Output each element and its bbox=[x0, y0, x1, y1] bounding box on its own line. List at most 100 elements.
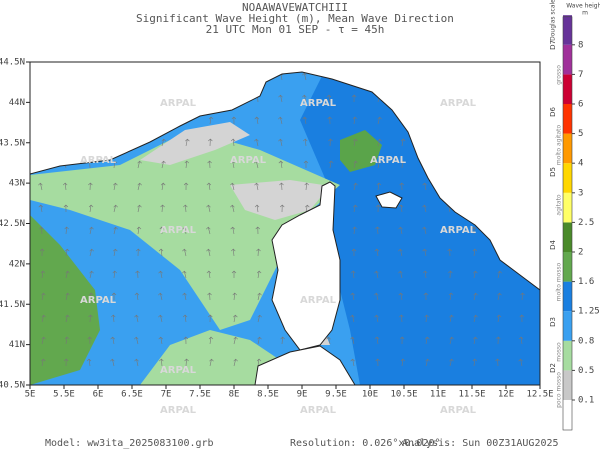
arrow bbox=[39, 248, 45, 257]
arrow bbox=[208, 336, 214, 345]
model: Model: ww3ita_2025083100.grb bbox=[45, 438, 214, 449]
arrow bbox=[88, 182, 93, 191]
arrow bbox=[136, 248, 141, 257]
colorbar: 0.1 0.5 0.8 1.25 1.6 2 2.5 3 4 5 6 7 8 D2 D3 D4 D5 D6 D7 po… bbox=[549, 0, 600, 431]
arrow bbox=[41, 336, 46, 345]
arrow bbox=[134, 358, 139, 367]
title: NOAAWAVEWATCHIII bbox=[242, 1, 348, 14]
resolution: Resolution: 0.026°x0.020° bbox=[290, 438, 441, 449]
colorbar-frame bbox=[562, 16, 573, 431]
arrow bbox=[422, 248, 427, 257]
arrow bbox=[113, 226, 118, 235]
arrow bbox=[41, 292, 46, 301]
arrow bbox=[377, 138, 382, 147]
arrow bbox=[278, 94, 283, 103]
arrow bbox=[471, 226, 477, 235]
arrow bbox=[231, 270, 237, 279]
arrow bbox=[111, 292, 117, 301]
watermark: ARPAL bbox=[300, 98, 337, 109]
sea-state: molto mosso bbox=[556, 262, 563, 301]
colorbar-label: 2.5 bbox=[578, 218, 594, 228]
arrow bbox=[134, 314, 139, 323]
arrow bbox=[110, 358, 115, 367]
arrow bbox=[278, 160, 284, 169]
arrow bbox=[423, 292, 429, 301]
arrow bbox=[158, 336, 163, 345]
colorbar-segment bbox=[563, 252, 572, 282]
arrow bbox=[112, 160, 118, 169]
arrow bbox=[135, 270, 140, 279]
lon-label: 9.5E bbox=[325, 390, 347, 400]
arrow bbox=[422, 182, 427, 191]
arrow bbox=[375, 358, 380, 367]
lat-label: 40.5N bbox=[0, 381, 25, 391]
arrow bbox=[158, 248, 164, 257]
douglas-level: D6 bbox=[549, 107, 557, 117]
colorbar-label: 8 bbox=[578, 40, 583, 50]
arrow bbox=[160, 182, 166, 191]
arrow bbox=[256, 358, 262, 367]
lon-label: 5E bbox=[25, 390, 36, 400]
arrow bbox=[206, 182, 212, 191]
arrow bbox=[350, 336, 355, 345]
arrow bbox=[137, 160, 142, 169]
lon-label: 9E bbox=[297, 390, 308, 400]
lon-label: 11.5E bbox=[458, 390, 485, 400]
arrow bbox=[158, 292, 163, 301]
axes: 5E 5.5E 6E 6.5E 7E 7.5E 8E 8.5E 9E 9.5E 10E 10.5E 11… bbox=[0, 58, 554, 400]
colorbar-segment bbox=[563, 340, 572, 371]
arrow bbox=[206, 226, 211, 235]
arrow bbox=[233, 358, 238, 367]
arrow bbox=[377, 160, 382, 169]
arrow bbox=[280, 336, 285, 345]
arrow bbox=[326, 336, 331, 345]
arrow bbox=[473, 270, 478, 279]
arrow bbox=[399, 314, 404, 323]
arrow bbox=[350, 358, 355, 367]
arrow bbox=[230, 160, 235, 169]
watermark: ARPAL bbox=[160, 98, 197, 109]
lon-label: 6.5E bbox=[121, 390, 143, 400]
arrow bbox=[256, 270, 262, 279]
arrow bbox=[89, 270, 94, 279]
arrow bbox=[374, 248, 380, 257]
watermark: ARPAL bbox=[160, 405, 197, 416]
arrow bbox=[182, 292, 187, 301]
arrow bbox=[256, 248, 261, 257]
arrow bbox=[376, 204, 381, 213]
douglas-level: D5 bbox=[549, 167, 557, 177]
arrow bbox=[65, 314, 70, 323]
arrow bbox=[208, 314, 213, 323]
arrow bbox=[230, 226, 235, 235]
arrow bbox=[160, 204, 165, 213]
arrow bbox=[134, 292, 140, 301]
watermark: ARPAL bbox=[80, 295, 117, 306]
sea-patch bbox=[340, 130, 382, 172]
colorbar-label: 0.5 bbox=[578, 366, 594, 376]
colorbar-unit: m bbox=[582, 10, 588, 17]
sea-state: agitato bbox=[556, 194, 563, 216]
colorbar-segment bbox=[563, 74, 572, 104]
arrow bbox=[350, 292, 355, 301]
lon-label: 6E bbox=[93, 390, 104, 400]
lon-label: 8E bbox=[229, 390, 240, 400]
watermark: ARPAL bbox=[160, 365, 197, 376]
arrow bbox=[326, 94, 332, 103]
arrow bbox=[86, 358, 92, 367]
arrow bbox=[65, 248, 70, 257]
arrow bbox=[206, 270, 212, 279]
douglas-level: D3 bbox=[549, 317, 557, 327]
arrow bbox=[111, 314, 116, 323]
arrow bbox=[446, 226, 452, 235]
arrow bbox=[449, 358, 454, 367]
arrow bbox=[230, 138, 236, 147]
colorbar-title: Wave height bbox=[566, 3, 600, 10]
arrow bbox=[302, 116, 307, 125]
lon-label: 11E bbox=[430, 390, 446, 400]
arrow bbox=[254, 160, 259, 169]
arrow bbox=[353, 138, 358, 147]
colorbar-label: 2 bbox=[578, 248, 583, 258]
sea-state: molto agitato bbox=[556, 125, 563, 166]
arrow bbox=[447, 248, 452, 257]
